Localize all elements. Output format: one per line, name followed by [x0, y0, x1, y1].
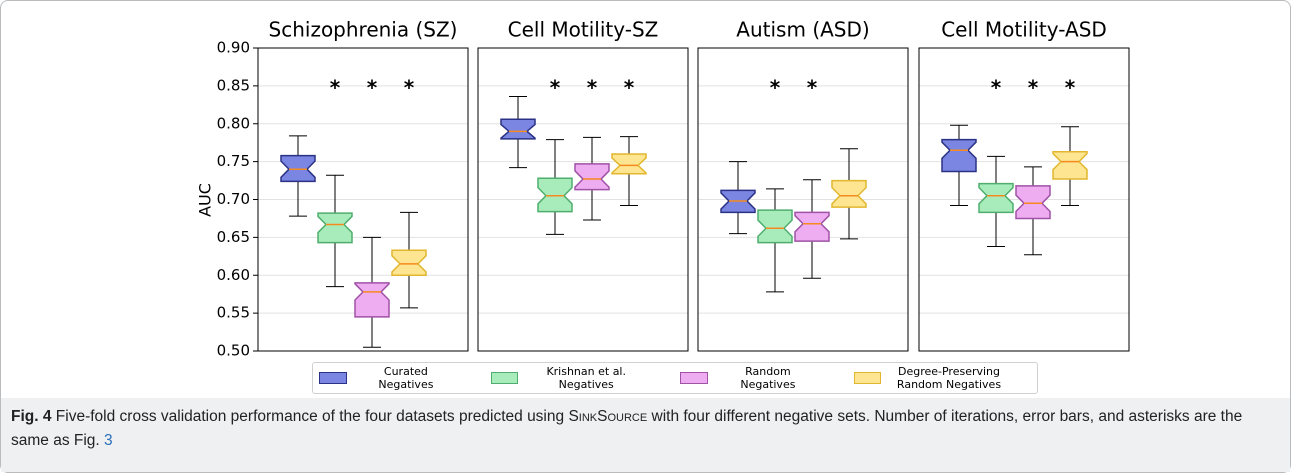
significance-star: *	[1028, 75, 1039, 99]
box	[831, 179, 867, 208]
box	[941, 138, 977, 173]
significance-star: *	[330, 75, 341, 99]
y-tick-label: 0.80	[217, 114, 250, 132]
box	[280, 154, 316, 183]
y-tick-label: 0.60	[217, 266, 250, 284]
significance-star: *	[550, 75, 561, 99]
legend-swatch	[319, 372, 347, 384]
box	[978, 182, 1014, 214]
legend-item: Degree-Preserving Random Negatives	[853, 365, 1009, 391]
caption-text: Five-fold cross validation performance o…	[55, 408, 569, 425]
y-tick-label: 0.55	[217, 304, 250, 322]
y-tick-label: 0.90	[217, 39, 250, 57]
box	[757, 209, 793, 244]
box	[391, 249, 427, 276]
box	[500, 118, 536, 140]
legend-label: Random Negatives	[740, 365, 796, 391]
legend-swatch	[853, 372, 881, 384]
y-axis-label: AUC	[196, 183, 215, 217]
box	[1015, 185, 1051, 220]
significance-star: *	[807, 75, 818, 99]
panel-title: Cell Motility-ASD	[941, 18, 1107, 42]
significance-star: *	[1065, 75, 1076, 99]
significance-star: *	[404, 75, 415, 99]
chart: AUC 0.50 0.55 0.60 0.65 0.70 0.75 0.80 0.85 0.90…	[196, 18, 1130, 360]
caption-label: Fig. 4	[11, 408, 52, 425]
plot-frame	[918, 47, 1130, 352]
y-tick-label: 0.70	[217, 190, 250, 208]
box	[574, 163, 610, 191]
plot-frame	[257, 47, 469, 352]
plot-frame	[697, 47, 909, 352]
box	[317, 212, 353, 244]
legend: Curated Negatives Krishnan et al. Negativ…	[312, 362, 1038, 394]
significance-star: *	[587, 75, 598, 99]
panel-title: Schizophrenia (SZ)	[269, 18, 458, 42]
box	[611, 153, 647, 175]
legend-item: Curated Negatives	[319, 365, 457, 391]
y-tick-label: 0.85	[217, 76, 250, 94]
legend-swatch	[680, 372, 709, 384]
significance-star: *	[991, 75, 1002, 99]
legend-label: Curated Negatives	[378, 365, 434, 391]
box	[1052, 151, 1088, 180]
significance-star: *	[367, 75, 378, 99]
box	[537, 177, 573, 213]
significance-star: *	[624, 75, 635, 99]
legend-item: Random Negatives	[680, 365, 820, 391]
y-tick-label: 0.50	[217, 342, 250, 360]
panel-title: Cell Motility-SZ	[508, 18, 659, 42]
significance-star: *	[770, 75, 781, 99]
method-name: SinkSource	[568, 408, 648, 425]
plot-frame	[477, 47, 689, 352]
figure-reference[interactable]: 3	[104, 432, 113, 449]
caption: Fig. 4 Five-fold cross validation perfor…	[1, 398, 1290, 472]
box	[354, 282, 390, 318]
y-tick-label: 0.65	[217, 228, 250, 246]
legend-swatch	[490, 372, 519, 384]
box	[794, 211, 830, 242]
legend-label: Krishnan et al. Negatives	[546, 365, 626, 391]
panel-title: Autism (ASD)	[736, 18, 869, 42]
legend-label: Degree-Preserving Random Negatives	[896, 365, 1002, 391]
caption-text: with four different negative sets. Numbe…	[11, 408, 1243, 449]
legend-item: Krishnan et al. Negatives	[490, 365, 646, 391]
y-tick-label: 0.75	[217, 152, 250, 170]
